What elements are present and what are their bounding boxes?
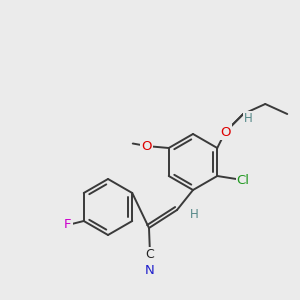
Text: Cl: Cl (237, 173, 250, 187)
Text: H: H (244, 112, 253, 124)
Text: O: O (142, 140, 152, 152)
Text: C: C (146, 248, 154, 260)
Text: O: O (142, 140, 152, 152)
Text: N: N (145, 263, 155, 277)
Text: F: F (64, 218, 71, 232)
Text: O: O (220, 125, 230, 139)
Text: H: H (190, 208, 198, 221)
Text: methoxy: methoxy (143, 145, 149, 146)
Text: F: F (64, 218, 71, 232)
Text: O: O (220, 125, 230, 139)
Text: methoxy: methoxy (128, 142, 134, 143)
Text: Cl: Cl (237, 173, 250, 187)
Text: H: H (244, 112, 253, 124)
